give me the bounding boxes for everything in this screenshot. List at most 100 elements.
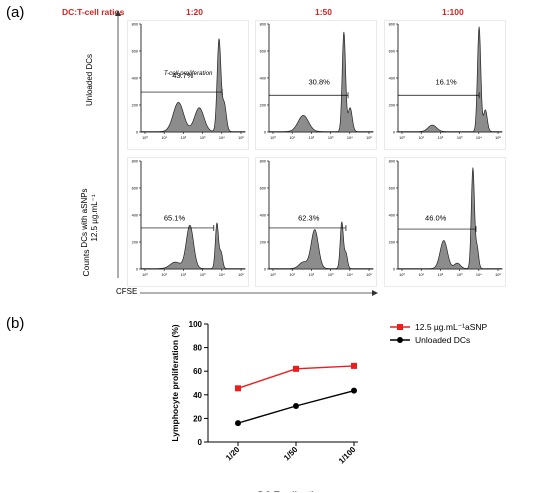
hist-x-tick-label: 10⁵ <box>238 136 244 140</box>
cfse-label: CFSE <box>116 287 138 296</box>
hist-x-tick-label: 10² <box>181 273 187 277</box>
y-axis-title: Lymphocyte proliferation (%) <box>170 324 180 441</box>
hist-x-tick-label: 10⁰ <box>399 136 405 140</box>
hist-x-tick-label: 10⁴ <box>219 273 225 277</box>
histogram-panel: 800 600 400 200 0 10⁰ 10¹ 10² 10³ 10⁴ 10⁵ 65.1% <box>127 157 249 287</box>
hist-x-tick-label: 10⁴ <box>476 136 482 140</box>
histogram-svg: 800 600 400 200 0 10⁰ 10¹ 10² 10³ 10⁴ 10⁵ 30.8% <box>255 20 377 150</box>
hist-y-tick-label: 400 <box>260 214 266 218</box>
hist-y-tick-label: 800 <box>132 23 138 27</box>
ratio-1-20: 1:20 <box>186 7 204 17</box>
hist-frame <box>255 157 377 287</box>
hist-x-tick-label: 10¹ <box>418 136 424 140</box>
hist-y-tick-label: 400 <box>132 77 138 81</box>
hist-frame <box>384 20 506 150</box>
hist-x-tick-label: 10⁵ <box>366 136 372 140</box>
histogram-panel: 800 600 400 200 0 10⁰ 10¹ 10² 10³ 10⁴ 10⁵ 62.3% <box>255 157 377 287</box>
y-tick-label: 20 <box>193 414 202 423</box>
hist-curve <box>397 26 503 133</box>
x-tick-label: 1/100 <box>337 445 358 466</box>
hist-curve <box>140 38 246 133</box>
hist-x-tick-label: 10¹ <box>289 136 295 140</box>
x-tick-label: 1/50 <box>282 445 300 463</box>
hist-frame <box>127 157 249 287</box>
panel-a-label: (a) <box>6 4 25 21</box>
hist-curve <box>268 221 374 270</box>
hist-frame <box>255 20 377 150</box>
panel-b-label: (b) <box>6 315 25 332</box>
hist-x-tick-label: 10³ <box>457 273 463 277</box>
y-tick-label: 0 <box>198 438 203 447</box>
hist-y-tick-label: 800 <box>389 23 395 27</box>
hist-y-tick-label: 200 <box>132 241 138 245</box>
hist-y-tick-label: 800 <box>260 160 266 164</box>
hist-x-tick-label: 10³ <box>328 273 334 277</box>
hist-y-tick-label: 600 <box>389 187 395 191</box>
hist-y-tick-label: 200 <box>132 104 138 108</box>
row-label-unloaded: Unloaded DCs <box>85 53 94 107</box>
histogram-svg: 800 600 400 200 0 10⁰ 10¹ 10² 10³ 10⁴ 10⁵ T-cell pr… <box>127 20 249 150</box>
hist-y-tick-label: 400 <box>389 214 395 218</box>
hist-y-tick-label: 0 <box>393 268 395 272</box>
legend-marker <box>397 337 403 343</box>
hist-y-tick-label: 800 <box>389 160 395 164</box>
hist-x-tick-label: 10¹ <box>289 273 295 277</box>
data-point <box>235 420 241 427</box>
hist-x-tick-label: 10⁰ <box>270 273 276 277</box>
hist-curve <box>397 167 503 270</box>
hist-x-tick-label: 10⁰ <box>270 136 276 140</box>
histogram-panel: 800 600 400 200 0 10⁰ 10¹ 10² 10³ 10⁴ 10⁵ T-cell pr… <box>127 20 249 150</box>
percent-label: 62.3% <box>298 213 320 222</box>
hist-x-tick-label: 10⁵ <box>495 136 501 140</box>
hist-x-tick-label: 10¹ <box>418 273 424 277</box>
hist-x-tick-label: 10² <box>309 136 315 140</box>
hist-x-tick-label: 10⁴ <box>347 273 353 277</box>
cfse-arrow <box>140 290 378 296</box>
y-tick-label: 40 <box>193 391 202 400</box>
histogram-panel: 800 600 400 200 0 10⁰ 10¹ 10² 10³ 10⁴ 10⁵ 30.8% <box>255 20 377 150</box>
hist-x-tick-label: 10² <box>438 136 444 140</box>
hist-x-tick-label: 10³ <box>200 136 206 140</box>
histogram-svg: 800 600 400 200 0 10⁰ 10¹ 10² 10³ 10⁴ 10⁵ 65.1% <box>127 157 249 287</box>
legend-label: 12.5 µg.mL⁻¹aSNP <box>415 322 488 332</box>
hist-y-tick-label: 0 <box>393 131 395 135</box>
hist-x-tick-label: 10² <box>438 273 444 277</box>
ratio-header: DC:T-cell ratios <box>62 7 125 17</box>
percent-label: 65.1% <box>164 213 186 222</box>
ratio-1-50: 1:50 <box>315 7 333 17</box>
hist-x-tick-label: 10⁴ <box>476 273 482 277</box>
hist-x-tick-label: 10³ <box>457 136 463 140</box>
data-point <box>351 362 357 369</box>
counts-label: Counts <box>81 249 91 277</box>
histogram-panel: 800 600 400 200 0 10⁰ 10¹ 10² 10³ 10⁴ 10⁵ 16.1% <box>384 20 506 150</box>
y-tick-label: 60 <box>193 367 202 376</box>
line-chart: 0 20 40 60 80 100 1/20 1/50 1/100 Lymphocyte prol… <box>170 320 488 492</box>
hist-y-tick-label: 0 <box>136 131 138 135</box>
hist-y-tick-label: 600 <box>260 187 266 191</box>
hist-y-tick-label: 600 <box>132 187 138 191</box>
hist-y-tick-label: 400 <box>389 77 395 81</box>
hist-y-tick-label: 200 <box>260 104 266 108</box>
hist-y-tick-label: 600 <box>132 50 138 54</box>
y-tick-label: 100 <box>189 320 203 329</box>
y-tick-label: 80 <box>193 344 202 353</box>
data-point <box>351 387 357 394</box>
histogram-svg: 800 600 400 200 0 10⁰ 10¹ 10² 10³ 10⁴ 10⁵ 46.0% <box>384 157 506 287</box>
data-point <box>235 385 241 392</box>
hist-y-tick-label: 600 <box>389 50 395 54</box>
hist-y-tick-label: 600 <box>260 50 266 54</box>
hist-y-tick-label: 0 <box>136 268 138 272</box>
row-label-asnp-line2: 12.5 µg.mL⁻¹ <box>90 194 99 242</box>
percent-label: 43.7% <box>172 71 194 80</box>
hist-x-tick-label: 10³ <box>200 273 206 277</box>
hist-y-tick-label: 400 <box>132 214 138 218</box>
hist-x-tick-label: 10⁵ <box>495 273 501 277</box>
hist-x-tick-label: 10¹ <box>161 273 167 277</box>
percent-label: 30.8% <box>309 77 331 86</box>
histogram-panel: 800 600 400 200 0 10⁰ 10¹ 10² 10³ 10⁴ 10⁵ 46.0% <box>384 157 506 287</box>
ratio-1-100: 1:100 <box>442 7 464 17</box>
hist-y-tick-label: 400 <box>260 77 266 81</box>
legend-label: Unloaded DCs <box>415 335 470 345</box>
hist-frame <box>384 157 506 287</box>
percent-label: 46.0% <box>425 213 447 222</box>
